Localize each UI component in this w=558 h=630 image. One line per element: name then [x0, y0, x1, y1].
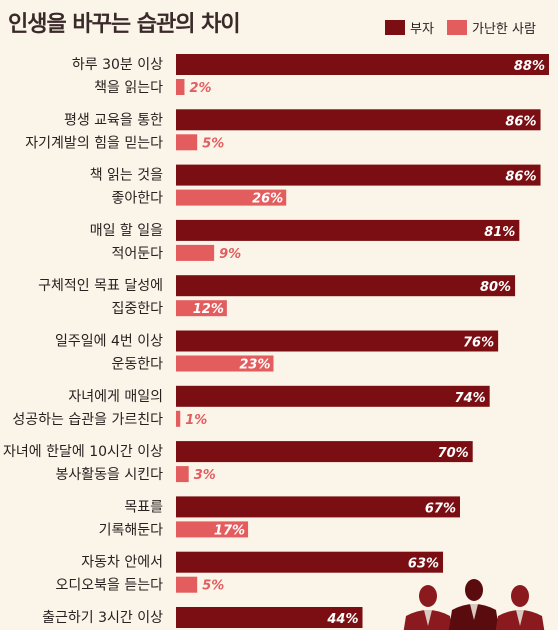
data-label-rich: 67%: [425, 501, 456, 516]
category-label-line: 일주일에 4번 이상: [55, 334, 163, 350]
data-label-rich: 44%: [326, 612, 358, 627]
category-label-line: 목표를: [124, 499, 163, 515]
category-label-line: 봉사활동을 시킨다: [56, 467, 164, 483]
category-label-line: 오디오북을 듣는다: [56, 578, 164, 594]
data-label-poor: 2%: [189, 81, 211, 96]
bar-rich: [176, 385, 490, 407]
bar-poor: [176, 189, 287, 206]
bar-poor: [176, 466, 189, 483]
person-collar: [424, 610, 432, 626]
bar-rich: [176, 164, 541, 186]
data-label-poor: 1%: [185, 413, 207, 428]
bar-rich: [176, 54, 549, 75]
person-collar: [470, 604, 478, 620]
person-head: [511, 585, 529, 607]
legend-swatch: [447, 20, 467, 35]
category-label-line: 매일 할 일을: [90, 223, 163, 239]
businessmen-silhouette-icon: [403, 579, 545, 630]
bar-rich: [176, 330, 499, 352]
person-head: [419, 585, 437, 607]
data-label-rich: 80%: [480, 280, 511, 295]
category-label-line: 좋아한다: [111, 191, 163, 207]
category-label-line: 평생 교육을 통한: [64, 112, 163, 128]
category-label-line: 집중한다: [111, 301, 163, 317]
category-label-line: 운동한다: [111, 357, 163, 373]
legend-swatch: [385, 20, 405, 35]
bar-rich: [176, 607, 363, 628]
category-label-line: 적어둔다: [111, 246, 163, 262]
chart-title: 인생을 바꾸는 습관의 차이: [8, 12, 241, 37]
category-label: 출근하기 3시간 이상: [42, 610, 163, 626]
bar-rich: [176, 219, 520, 241]
category-label-line: 기록해둔다: [99, 522, 164, 538]
bar-poor: [176, 576, 198, 593]
bar-rich: [176, 275, 516, 297]
person-collar: [516, 610, 524, 626]
data-label-rich: 63%: [408, 557, 439, 572]
category-label-line: 자녀에 한달에 10시간 이상: [3, 444, 163, 460]
bar-poor: [176, 300, 227, 317]
data-label-poor: 12%: [193, 302, 224, 317]
bar-rich: [176, 109, 541, 131]
data-label-rich: 81%: [484, 225, 515, 240]
bar-poor: [176, 134, 198, 151]
data-label-rich: 70%: [438, 446, 469, 461]
bar-poor: [176, 355, 274, 372]
category-label-line: 책을 읽는다: [94, 80, 163, 96]
data-label-rich: 76%: [463, 336, 494, 351]
category-label-line: 자녀에게 매일의: [68, 389, 163, 405]
data-label-rich: 86%: [505, 114, 536, 129]
data-label-poor: 5%: [202, 136, 224, 151]
data-label-poor: 3%: [194, 468, 216, 483]
legend: 부자 가난한 사람: [385, 20, 536, 37]
bar-rich: [176, 551, 444, 573]
category-label-line: 하루 30분 이상: [72, 57, 163, 73]
legend-label: 가난한 사람: [472, 22, 536, 37]
bar-rich: [176, 441, 473, 463]
category-label-line: 자동차 안에서: [81, 555, 163, 571]
bar-rich: [176, 496, 460, 518]
category-label-line: 책 읽는 것을: [90, 168, 163, 184]
legend-label: 부자: [410, 22, 434, 37]
data-label-rich: 86%: [505, 170, 536, 185]
category-label-line: 성공하는 습관을 가르친다: [12, 412, 163, 428]
bar-poor: [176, 79, 185, 95]
data-label-rich: 74%: [455, 391, 486, 406]
category-label-line: 출근하기 3시간 이상: [42, 610, 163, 626]
person-head: [465, 579, 483, 601]
data-label-poor: 26%: [252, 192, 283, 207]
bar-poor: [176, 244, 215, 261]
data-label-poor: 9%: [219, 247, 241, 262]
data-label-poor: 17%: [214, 523, 245, 538]
category-label-line: 자기계발의 힘을 믿는다: [25, 135, 163, 151]
data-label-poor: 5%: [202, 579, 224, 594]
data-label-rich: 88%: [514, 59, 545, 74]
bar-poor: [176, 410, 181, 427]
bar-poor: [176, 521, 249, 538]
data-label-poor: 23%: [239, 358, 270, 373]
category-label-line: 구체적인 목표 달성에: [38, 278, 163, 294]
